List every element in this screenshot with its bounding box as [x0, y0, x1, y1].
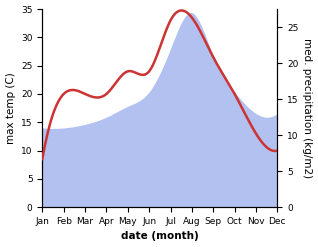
- Y-axis label: med. precipitation (kg/m2): med. precipitation (kg/m2): [302, 38, 313, 178]
- Y-axis label: max temp (C): max temp (C): [5, 72, 16, 144]
- X-axis label: date (month): date (month): [121, 231, 199, 242]
